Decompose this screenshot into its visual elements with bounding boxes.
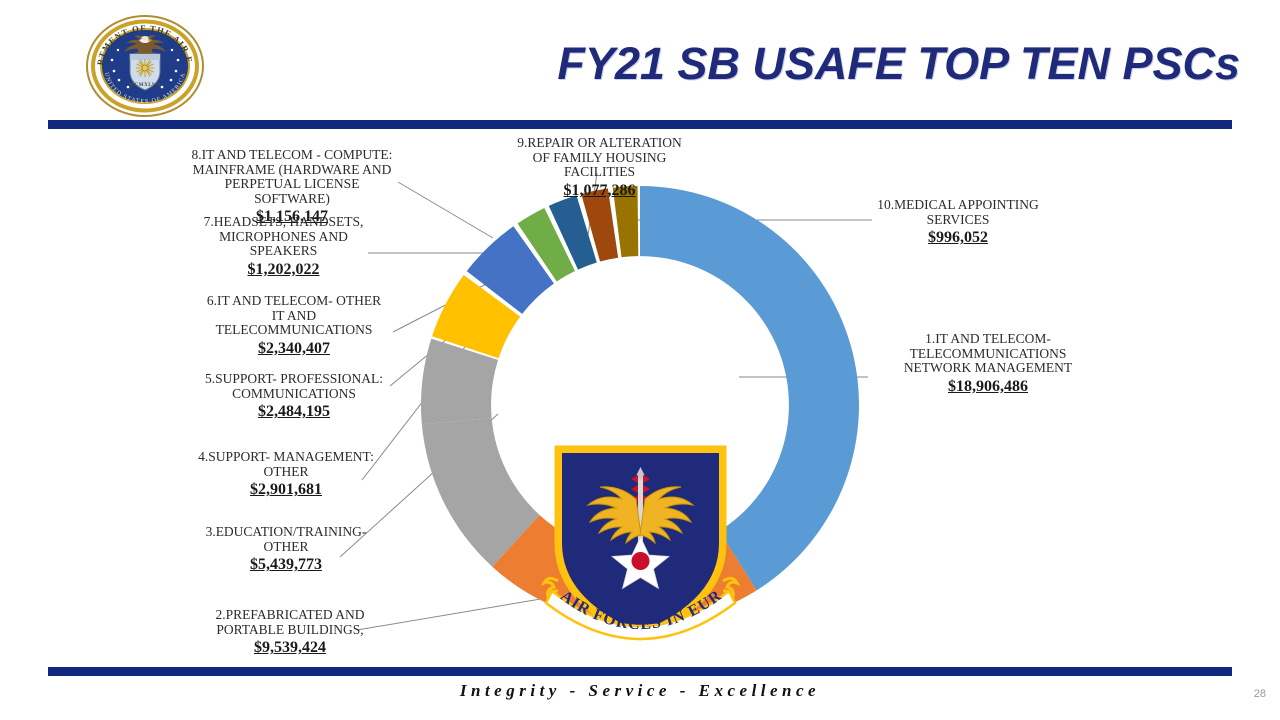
callout-label-1: 1.IT AND TELECOM- TELECOMMUNICATIONS NET… [888,331,1088,396]
wings-icon [586,486,695,545]
donut-slice-5[interactable] [432,275,521,359]
callout-label-9: 9.REPAIR OR ALTERATION OF FAMILY HOUSING… [492,135,707,200]
callout-label-7: 7.HEADSETS, HANDSETS, MICROPHONES AND SP… [196,214,371,279]
callout-5-amount: $2,484,195 [258,403,330,421]
callout-label-8: 8.IT AND TELECOM - COMPUTE: MAINFRAME (H… [186,147,398,226]
callout-3-amount: $5,439,773 [250,556,322,574]
donut-slice-4[interactable] [421,338,499,425]
callout-2-amount: $9,539,424 [254,639,326,657]
donut-slice-10[interactable] [612,186,639,258]
callout-7-line-2: MICROPHONES AND [219,228,348,244]
callout-7-line-3: SPEAKERS [249,243,318,259]
callout-8-line-3: PERPETUAL LICENSE SOFTWARE) [224,176,360,206]
callout-9-line-3: FACILITIES [564,164,635,180]
callout-1-line-3: NETWORK MANAGEMENT [903,360,1073,376]
donut-slice-8[interactable] [548,195,597,270]
callout-6-line-3: TELECOMMUNICATIONS [215,322,373,338]
leader-line-8 [397,181,494,239]
callout-label-5: 5.SUPPORT- PROFESSIONAL: COMMUNICATIONS … [198,371,390,421]
donut-slice-6[interactable] [466,226,554,314]
donut-slice-7[interactable] [517,207,575,282]
callout-5-line-2: COMMUNICATIONS [232,385,356,401]
callout-label-3: 3.EDUCATION/TRAINING- OTHER $5,439,773 [196,524,376,574]
donut-slice-9[interactable] [581,188,619,262]
callout-6-line-1: 6.IT AND TELECOM- OTHER [206,293,382,308]
callout-5-line-1: 5.SUPPORT- PROFESSIONAL: [205,371,383,386]
callout-4-line-2: OTHER [263,463,309,479]
callout-10-line-2: SERVICES [926,211,990,227]
callout-2-line-1: 2.PREFABRICATED AND [215,607,365,622]
page-title: FY21 SB USAFE TOP TEN PSCs [557,38,1240,89]
callout-1-line-2: TELECOMMUNICATIONS [909,345,1067,361]
callout-label-4: 4.SUPPORT- MANAGEMENT: OTHER $2,901,681 [190,449,382,499]
slide-number: 28 [1253,688,1266,700]
callout-10-line-1: 10.MEDICAL APPOINTING [877,197,1039,212]
footer-motto: Integrity - Service - Excellence [459,681,821,700]
usafe-shield-emblem: U.S. AIR FORCES IN EUROPE [538,433,741,641]
svg-text:MCMXLVII: MCMXLVII [129,82,161,88]
callout-1-line-1: 1.IT AND TELECOM- [925,331,1051,346]
callout-1-amount: $18,906,486 [948,377,1028,395]
callout-6-amount: $2,340,407 [258,339,330,357]
callout-8-amount: $1,156,147 [256,208,328,226]
eagle-icon [124,35,166,57]
footer-divider-rule [48,667,1232,676]
callout-9-line-2: OF FAMILY HOUSING [532,149,667,165]
callout-10-amount: $996,052 [928,229,988,247]
callout-label-6: 6.IT AND TELECOM- OTHER IT AND TELECOMMU… [196,293,392,358]
callout-8-line-1: 8.IT AND TELECOM - COMPUTE: [191,147,393,162]
callout-7-line-1: 7.HEADSETS, HANDSETS, [203,214,364,229]
callout-2-line-2: PORTABLE BUILDINGS, [216,621,364,637]
callout-6-line-2: IT AND [271,307,317,323]
callout-8-line-2: MAINFRAME (HARDWARE AND [192,161,392,177]
callout-4-line-1: 4.SUPPORT- MANAGEMENT: [198,449,374,464]
donut-chart-region: U.S. AIR FORCES IN EUROPE 8.IT AND TELEC… [0,120,1280,667]
callout-3-line-2: OTHER [263,538,309,554]
callout-label-10: 10.MEDICAL APPOINTING SERVICES $996,052 [862,197,1054,247]
callout-9-amount: $1,077,286 [563,181,636,199]
donut-slice-3[interactable] [421,418,540,567]
callout-label-2: 2.PREFABRICATED AND PORTABLE BUILDINGS, … [200,607,380,657]
header-divider-rule [48,120,1232,129]
callout-4-amount: $2,901,681 [250,481,322,499]
donut-slice-1[interactable] [640,186,859,591]
department-of-the-air-force-seal: DEPARTMENT OF THE AIR FORCE UNITED STATE… [84,14,204,117]
callout-9-line-1: 9.REPAIR OR ALTERATION [517,135,682,150]
callout-3-line-1: 3.EDUCATION/TRAINING- [205,524,367,539]
callout-7-amount: $1,202,022 [247,260,320,278]
